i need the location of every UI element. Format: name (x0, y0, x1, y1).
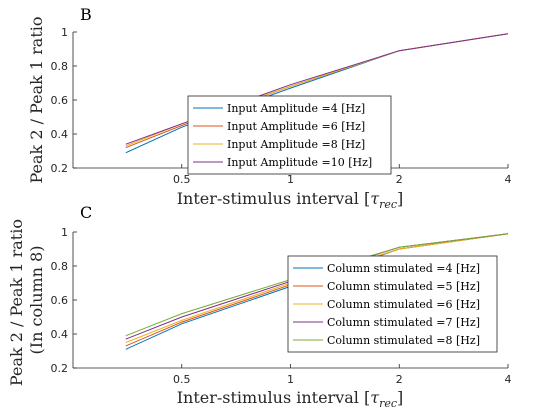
legend-entry: Input Amplitude =10 [Hz] (227, 156, 372, 169)
series-line (125, 33, 509, 145)
legend-entry: Column stimulated =8 [Hz] (327, 334, 480, 347)
y-tick-label: 1 (61, 226, 68, 239)
y-tick-label: 0.6 (51, 294, 69, 307)
legend-entry: Input Amplitude =4 [Hz] (227, 102, 365, 115)
x-axis-label-subscript: rec (379, 198, 397, 211)
y-axis-label-line-2: (In column 8) (27, 246, 46, 355)
x-axis-label-text: Inter-stimulus interval [ (177, 189, 371, 208)
y-tick-label: 0.2 (51, 362, 69, 375)
legend: Input Amplitude =4 [Hz] Input Amplitude =… (187, 95, 392, 175)
x-tick-label: 0.5 (173, 173, 191, 186)
legend-entry: Column stimulated =4 [Hz] (327, 262, 480, 275)
x-tick-label: 2 (396, 373, 403, 386)
legend-entry: Input Amplitude =8 [Hz] (227, 138, 365, 151)
panel-c: C 0.5 1 2 4 0.2 0.4 0.6 0.8 1 Column stimulated … (7, 203, 512, 410)
series-layer (125, 33, 509, 154)
legend-entry: Input Amplitude =6 [Hz] (227, 120, 365, 133)
x-axis-label-text: Inter-stimulus interval [ (177, 388, 371, 407)
y-tick-label: 0.2 (51, 162, 69, 175)
legend-entry: Column stimulated =7 [Hz] (327, 316, 480, 329)
legend-box (187, 95, 392, 175)
x-axis-label-symbol: τ (370, 388, 380, 407)
legend: Column stimulated =4 [Hz] Column stimulat… (287, 255, 498, 353)
y-axis-label: Peak 2 / Peak 1 ratio (27, 16, 46, 183)
legend-entry: Column stimulated =5 [Hz] (327, 280, 480, 293)
y-tick-label: 0.6 (51, 94, 69, 107)
y-tick-label: 1 (61, 26, 68, 39)
x-axis-label: Inter-stimulus interval [τrec] (177, 189, 404, 211)
panel-label: C (80, 203, 92, 222)
y-axis-label-line-1: Peak 2 / Peak 1 ratio (7, 219, 26, 386)
panel-b: B 0.5 1 2 4 0.2 0.4 0.6 0.8 1 Input Amplitude =4… (27, 5, 512, 211)
y-tick-label: 0.8 (51, 60, 69, 73)
y-axis-label-line: Peak 2 / Peak 1 ratio (27, 16, 46, 183)
x-axis-label-symbol: τ (370, 189, 380, 208)
y-tick-label: 0.4 (51, 328, 69, 341)
x-axis-label-close: ] (397, 189, 403, 208)
x-tick-label: 2 (396, 173, 403, 186)
panel-label: B (80, 5, 92, 24)
legend-entry: Column stimulated =6 [Hz] (327, 298, 480, 311)
x-tick-label: 0.5 (173, 373, 191, 386)
x-tick-label: 4 (505, 373, 512, 386)
y-axis-label: Peak 2 / Peak 1 ratio (In column 8) (7, 214, 46, 386)
x-tick-label: 4 (505, 173, 512, 186)
y-tick-label: 0.8 (51, 260, 69, 273)
x-axis-label-subscript: rec (379, 397, 397, 410)
y-tick-label: 0.4 (51, 128, 69, 141)
x-tick-label: 1 (287, 173, 294, 186)
x-axis-label: Inter-stimulus interval [τrec] (177, 388, 404, 410)
x-tick-label: 1 (287, 373, 294, 386)
axes-layer: 0.5 1 2 4 0.2 0.4 0.6 0.8 1 (51, 226, 512, 386)
x-axis-label-close: ] (397, 388, 403, 407)
